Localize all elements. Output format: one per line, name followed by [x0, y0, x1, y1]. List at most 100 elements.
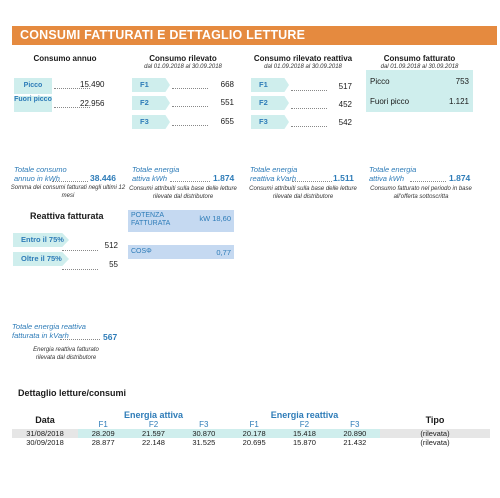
consumo-rilevato-title: Consumo rilevato — [149, 54, 217, 63]
rilevato-note: Consumi attribuiti sulla base delle lett… — [129, 186, 237, 200]
fatturato-box: Picco 753 Fuori picco 1.121 — [366, 70, 473, 112]
cell-value: 22.148 — [142, 438, 165, 447]
fatturato-value-picco: 753 — [455, 77, 469, 86]
cell-value: 28.209 — [78, 429, 129, 438]
cell-value: 15.870 — [293, 438, 316, 447]
consumo-fatturato-title: Consumo fatturato — [383, 54, 456, 63]
fatturato-label-fuori-picco: Fuori picco — [370, 97, 410, 106]
cell-value: 31.525 — [192, 438, 216, 447]
consumo-reattiva-title: Consumo rilevato reattiva — [253, 54, 353, 63]
dots — [170, 181, 210, 182]
dots — [410, 181, 446, 182]
cell-value: 20.178 — [228, 429, 280, 438]
section-header: CONSUMI FATTURATI E DETTAGLIO LETTURE — [12, 26, 497, 45]
dots — [62, 250, 98, 251]
dots — [62, 269, 98, 270]
col-data-header: Data — [35, 414, 55, 425]
dots — [292, 181, 332, 182]
dots — [172, 106, 208, 107]
reattiva-label-f3: F3 — [251, 115, 289, 129]
reattiva-label-f1: F1 — [251, 78, 289, 92]
totale-fatturato-value: 1.874 — [449, 173, 471, 183]
fatturato-row-fuori-picco: Fuori picco 1.121 — [370, 97, 469, 106]
dettaglio-title: Dettaglio letture/consumi — [18, 388, 127, 398]
reattiva-fatturata-title: Reattiva fatturata — [30, 211, 104, 221]
cell-value: 20.695 — [242, 438, 266, 447]
reattiva-fatt-value-entro: 512 — [104, 241, 118, 250]
dots — [52, 181, 88, 182]
cell-value: 21.432 — [343, 438, 367, 447]
col-tipo-header: Tipo — [425, 414, 445, 425]
dots — [60, 339, 100, 340]
sub-header-f1: F1 — [249, 420, 259, 429]
totale-fatturato-label: Totale energia attiva kWh — [369, 165, 417, 183]
table-row: 30/09/2018 28.877 22.148 31.525 20.695 1… — [12, 438, 490, 447]
fatturato-value-fuori-picco: 1.121 — [448, 97, 469, 106]
totale-attiva-value: 1.874 — [213, 173, 235, 183]
potenza-box: POTENZA FATTURATA kW 18,60 — [128, 210, 234, 232]
totale-consumo-annuo-value: 38.446 — [90, 173, 116, 183]
consumo-rilevato-period: dal 01.09.2018 al 30.09.2018 — [144, 64, 222, 70]
cell-value: 21.597 — [128, 429, 179, 438]
reattiva-value-f1: 517 — [338, 82, 352, 91]
cell-tipo: (rilevata) — [380, 429, 490, 438]
consumo-annuo-note: Somma dei consumi fatturati negli ultimi… — [10, 185, 126, 199]
annuo-label-picco: Picco — [14, 78, 52, 94]
cell-value: 30.870 — [178, 429, 229, 438]
reattiva-value-f2: 452 — [338, 100, 352, 109]
annuo-value-fuori-picco: 22.956 — [80, 99, 105, 108]
potenza-value: kW 18,60 — [199, 214, 231, 223]
rilevato-value-f3: 655 — [220, 117, 234, 126]
cosfi-label: COSΦ — [131, 248, 152, 255]
cell-value: 28.877 — [91, 438, 115, 447]
dots — [172, 125, 208, 126]
rilevato-label-f2: F2 — [132, 96, 170, 110]
sub-header-f1: F1 — [98, 420, 108, 429]
totale-reattiva-fatturata-label: Totale energia reattiva fatturata in kVa… — [12, 322, 86, 340]
annuo-value-picco: 15.490 — [80, 80, 105, 89]
cell-data: 30/09/2018 — [26, 438, 64, 447]
rilevato-value-f2: 551 — [220, 98, 234, 107]
fatturato-label-picco: Picco — [370, 77, 390, 86]
dots — [172, 88, 208, 89]
dots — [54, 88, 90, 89]
dots — [291, 108, 327, 109]
cosfi-box: COSΦ 0,77 — [128, 245, 234, 259]
totale-reattiva-value: 1.511 — [333, 173, 354, 183]
sub-header-f2: F2 — [148, 420, 159, 429]
totale-consumo-annuo-label: Totale consumo annuo in kWh — [14, 165, 67, 183]
cell-value: 15.418 — [279, 429, 330, 438]
cosfi-value: 0,77 — [216, 248, 231, 257]
dots — [54, 107, 90, 108]
cell-tipo: (rilevata) — [420, 438, 450, 447]
reattiva-fatt-label-oltre: Oltre il 75% — [13, 252, 69, 266]
sub-header-f2: F2 — [299, 420, 310, 429]
reattiva-label-f2: F2 — [251, 96, 289, 110]
rilevato-value-f1: 668 — [220, 80, 234, 89]
fatturato-note: Consumo fatturato nel periodo in base al… — [370, 186, 472, 200]
group-reattiva-header: Energia reattiva — [270, 410, 339, 420]
table-row: 31/08/2018 28.209 21.597 30.870 20.178 1… — [12, 429, 490, 438]
potenza-label: POTENZA FATTURATA — [131, 212, 171, 227]
consumo-fatturato-period: dal 01.09.2018 al 30.09.2018 — [380, 64, 459, 70]
totale-reattiva-fatturata-value: 567 — [103, 332, 118, 342]
reattiva-fatturata-note: Energia reattiva fatturato rilevata dal … — [33, 347, 99, 361]
reattiva-value-f3: 542 — [338, 118, 352, 127]
rilevato-label-f1: F1 — [132, 78, 170, 92]
totale-attiva-label: Totale energia attiva kWh — [132, 165, 180, 183]
cell-value: 20.890 — [329, 429, 380, 438]
reattiva-note: Consumi attribuiti sulla base delle lett… — [249, 186, 357, 200]
totale-reattiva-label: Totale energia reattiva kVarh — [250, 165, 298, 183]
consumo-reattiva-period: dal 01.09.2018 al 30.09.2018 — [264, 64, 342, 70]
rilevato-label-f3: F3 — [132, 115, 170, 129]
sub-header-f3: F3 — [199, 420, 209, 429]
reattiva-fatt-label-entro: Entro il 75% — [13, 233, 69, 247]
group-attiva-header: Energia attiva — [123, 410, 183, 420]
sub-header-f3: F3 — [350, 420, 360, 429]
dots — [291, 126, 327, 127]
consumo-annuo-title: Consumo annuo — [33, 54, 97, 63]
annuo-label-fuori-picco: Fuori picco — [14, 96, 52, 112]
fatturato-row-picco: Picco 753 — [370, 77, 469, 86]
cell-data: 31/08/2018 — [12, 429, 78, 438]
reattiva-fatt-value-oltre: 55 — [109, 260, 118, 269]
